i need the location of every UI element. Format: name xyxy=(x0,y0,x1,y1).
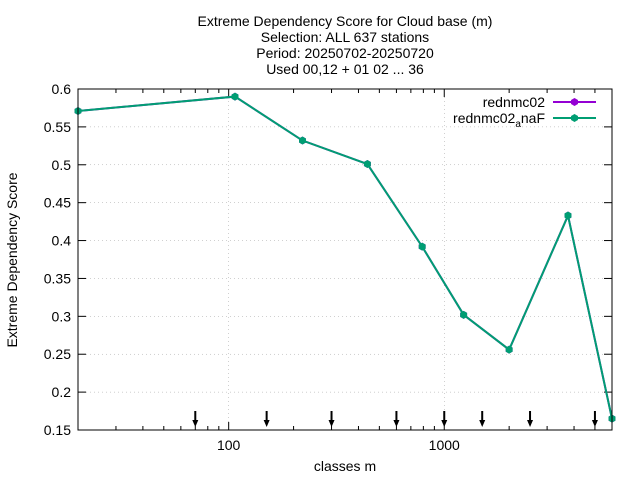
y-tick-label: 0.2 xyxy=(52,384,72,400)
data-point xyxy=(460,310,468,319)
y-axis-label: Extreme Dependency Score xyxy=(4,172,20,347)
class-marker-arrow xyxy=(192,411,199,427)
legend: rednmc02 rednmc02anaF xyxy=(453,94,545,130)
title-line-3: Period: 20250702-20250720 xyxy=(256,45,434,61)
data-point xyxy=(231,92,239,101)
series-1 xyxy=(74,92,616,423)
y-tick-label: 0.6 xyxy=(52,81,72,97)
x-axis-label: classes m xyxy=(314,458,376,474)
series-line xyxy=(77,95,613,419)
legend-label-1: rednmc02 xyxy=(483,94,545,110)
y-tick-label: 0.35 xyxy=(44,270,71,286)
x-tick-label: 1000 xyxy=(429,437,460,453)
legend-swatch-1 xyxy=(553,98,596,106)
y-tick-label: 0.25 xyxy=(44,346,71,362)
x-tick-labels: 100 1000 xyxy=(217,437,460,453)
data-point xyxy=(363,160,371,169)
series-line xyxy=(77,95,613,419)
data-point xyxy=(564,211,572,220)
title-line-1: Extreme Dependency Score for Cloud base … xyxy=(198,13,493,29)
y-tick-label: 0.15 xyxy=(44,422,71,438)
class-marker-arrow xyxy=(479,411,486,427)
class-marker-arrow xyxy=(591,411,598,427)
title-line-2: Selection: ALL 637 stations xyxy=(261,29,429,45)
legend-label-2-suffix: naF xyxy=(521,110,545,126)
class-markers xyxy=(192,411,598,427)
class-marker-arrow xyxy=(263,411,270,427)
plot-border xyxy=(77,88,613,431)
series-2 xyxy=(74,92,616,423)
y-tick-label: 0.45 xyxy=(44,195,71,211)
legend-swatch-2 xyxy=(553,114,596,122)
legend-label-2-subscript: a xyxy=(515,119,521,130)
y-tick-label: 0.55 xyxy=(44,119,71,135)
class-marker-arrow xyxy=(441,411,448,427)
data-point xyxy=(299,136,306,145)
class-marker-arrow xyxy=(393,411,400,427)
data-point xyxy=(418,242,426,251)
class-marker-arrow xyxy=(527,411,534,427)
y-tick-labels: 0.15 0.2 0.25 0.3 0.35 0.4 0.45 0.5 0.55 0.6 xyxy=(44,81,71,438)
data-point xyxy=(505,345,513,354)
x-tick-label: 100 xyxy=(217,437,241,453)
series-layer xyxy=(74,92,616,423)
chart-title: Extreme Dependency Score for Cloud base … xyxy=(198,13,493,77)
legend-label-2: rednmc02anaF xyxy=(453,110,545,130)
grid-layer xyxy=(78,88,612,431)
legend-label-2-base: rednmc02 xyxy=(453,110,515,126)
title-line-4: Used 00,12 + 01 02 ... 36 xyxy=(266,61,424,77)
y-tick-label: 0.4 xyxy=(52,233,72,249)
y-tick-label: 0.5 xyxy=(52,157,72,173)
legend-swatches xyxy=(553,98,596,122)
y-tick-label: 0.3 xyxy=(52,308,72,324)
class-marker-arrow xyxy=(328,411,335,427)
